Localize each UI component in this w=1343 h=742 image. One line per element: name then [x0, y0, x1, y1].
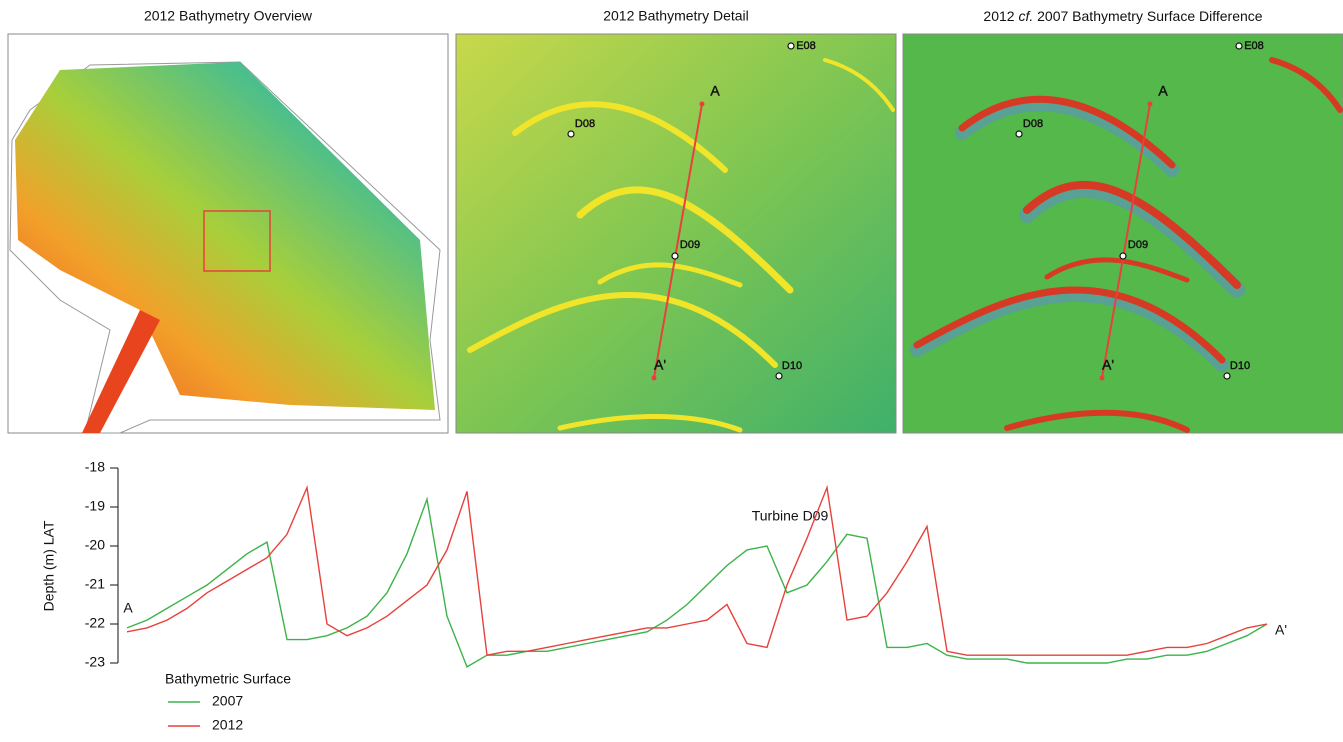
marker-label: A': [654, 357, 666, 373]
marker-dot: [1224, 373, 1230, 379]
annotation: A: [123, 600, 133, 616]
marker-label: E08: [1244, 40, 1264, 52]
y-tick-label: -21: [85, 576, 105, 592]
panel-title: 2012 Bathymetry Detail: [603, 8, 749, 24]
marker-label: D08: [575, 118, 595, 130]
marker-dot: [700, 102, 705, 107]
marker-label: A: [1158, 83, 1168, 99]
legend-label: 2007: [212, 693, 243, 709]
legend-label: 2012: [212, 717, 243, 733]
y-tick-label: -19: [85, 498, 105, 514]
marker-label: D10: [782, 360, 802, 372]
y-tick-label: -22: [85, 615, 105, 631]
series-line: [127, 488, 1267, 656]
marker-dot: [652, 376, 657, 381]
surface-difference: [903, 34, 1343, 433]
marker-dot: [1016, 131, 1022, 137]
marker-dot: [1148, 102, 1153, 107]
profile-chart: Depth (m) LAT Turbine D09 A A' Bathymetr…: [41, 459, 1287, 733]
title-part: 2007 Bathymetry Surface Difference: [1033, 8, 1263, 24]
y-tick-label: -23: [85, 654, 105, 670]
marker-dot: [1120, 253, 1126, 259]
figure: 2012 Bathymetry Overview 2012 Bathymetry…: [0, 0, 1343, 742]
title-part: cf.: [1018, 8, 1033, 24]
marker-dot: [788, 43, 794, 49]
series-line: [127, 499, 1267, 667]
marker-dot: [1236, 43, 1242, 49]
annotation: Turbine D09: [752, 508, 829, 524]
marker-label: D08: [1023, 118, 1043, 130]
y-axis-label: Depth (m) LAT: [41, 520, 57, 611]
bathymetry-detail: [456, 34, 896, 433]
panel-title: 2012 Bathymetry Overview: [144, 8, 313, 24]
y-tick-label: -20: [85, 537, 105, 553]
marker-dot: [776, 373, 782, 379]
panel-title: 2012 cf. 2007 Bathymetry Surface Differe…: [983, 8, 1262, 24]
marker-label: A': [1102, 357, 1114, 373]
marker-dot: [672, 253, 678, 259]
annotation: A': [1275, 622, 1287, 638]
marker-label: D10: [1230, 360, 1250, 372]
marker-label: A: [710, 83, 720, 99]
marker-label: D09: [680, 239, 700, 251]
marker-dot: [1100, 376, 1105, 381]
title-part: 2012: [983, 8, 1018, 24]
legend-title: Bathymetric Surface: [165, 671, 291, 687]
y-tick-label: -18: [85, 459, 105, 475]
marker-label: E08: [796, 40, 816, 52]
marker-label: D09: [1128, 239, 1148, 251]
marker-dot: [568, 131, 574, 137]
